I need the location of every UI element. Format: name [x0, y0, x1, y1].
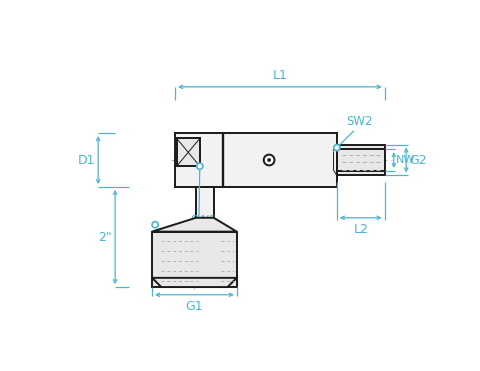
Text: L2: L2 — [353, 223, 368, 236]
Bar — [152, 232, 237, 287]
Text: SW2: SW2 — [346, 115, 372, 128]
Bar — [196, 187, 214, 218]
Polygon shape — [152, 218, 237, 232]
Text: SW1: SW1 — [191, 214, 217, 227]
Bar — [175, 133, 337, 187]
Text: NW: NW — [396, 155, 415, 165]
Text: 2": 2" — [98, 230, 112, 243]
Text: G2: G2 — [409, 154, 427, 167]
Polygon shape — [152, 278, 237, 287]
Circle shape — [264, 155, 275, 165]
Text: D1: D1 — [78, 154, 95, 167]
Bar — [177, 138, 200, 166]
Circle shape — [334, 145, 340, 151]
Circle shape — [152, 221, 158, 228]
Circle shape — [268, 159, 270, 161]
Bar — [337, 145, 384, 175]
Circle shape — [197, 163, 203, 169]
Text: L1: L1 — [273, 69, 288, 82]
Text: G1: G1 — [186, 300, 203, 313]
